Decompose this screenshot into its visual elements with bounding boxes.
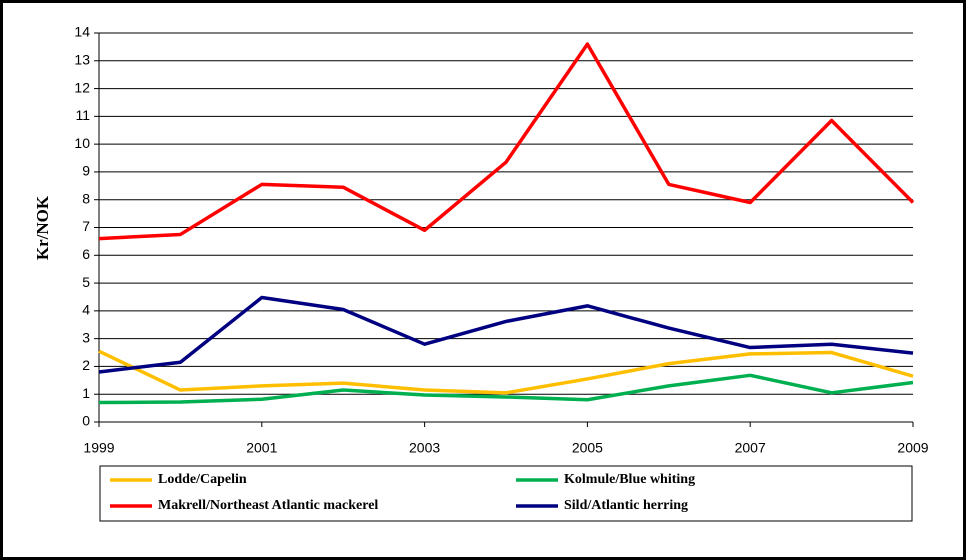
x-tick-label: 1999 bbox=[83, 440, 114, 456]
legend-label: Lodde/Capelin bbox=[158, 472, 247, 487]
x-tick-label: 2003 bbox=[409, 440, 440, 456]
x-tick-label: 2007 bbox=[735, 440, 766, 456]
y-tick-label: 10 bbox=[74, 135, 90, 151]
legend-label: Sild/Atlantic herring bbox=[564, 498, 688, 513]
series-line bbox=[98, 42, 915, 241]
y-tick-label: 4 bbox=[82, 302, 90, 318]
y-tick-label: 5 bbox=[82, 274, 90, 290]
legend-label: Kolmule/Blue whiting bbox=[564, 472, 695, 487]
series-line bbox=[98, 295, 914, 374]
y-axis-label: Kr/NOK bbox=[33, 195, 52, 260]
y-tick-label: 7 bbox=[82, 218, 90, 234]
series-line bbox=[98, 373, 914, 405]
y-tick-label: 14 bbox=[74, 24, 90, 40]
y-tick-label: 2 bbox=[82, 357, 90, 373]
x-tick-label: 2005 bbox=[572, 440, 603, 456]
series-line bbox=[98, 349, 914, 395]
y-tick-label: 0 bbox=[82, 413, 90, 429]
y-tick-label: 3 bbox=[82, 329, 90, 345]
y-tick-label: 12 bbox=[74, 79, 90, 95]
x-tick-label: 2001 bbox=[246, 440, 277, 456]
y-tick-label: 1 bbox=[82, 385, 90, 401]
y-tick-label: 6 bbox=[82, 246, 90, 262]
x-tick-label: 2009 bbox=[897, 440, 928, 456]
legend-box bbox=[99, 465, 913, 522]
legend-label: Makrell/Northeast Atlantic mackerel bbox=[158, 498, 378, 513]
y-tick-label: 13 bbox=[74, 51, 90, 67]
y-tick-label: 8 bbox=[82, 190, 90, 206]
y-tick-label: 9 bbox=[82, 163, 90, 179]
y-tick-label: 11 bbox=[75, 107, 90, 123]
